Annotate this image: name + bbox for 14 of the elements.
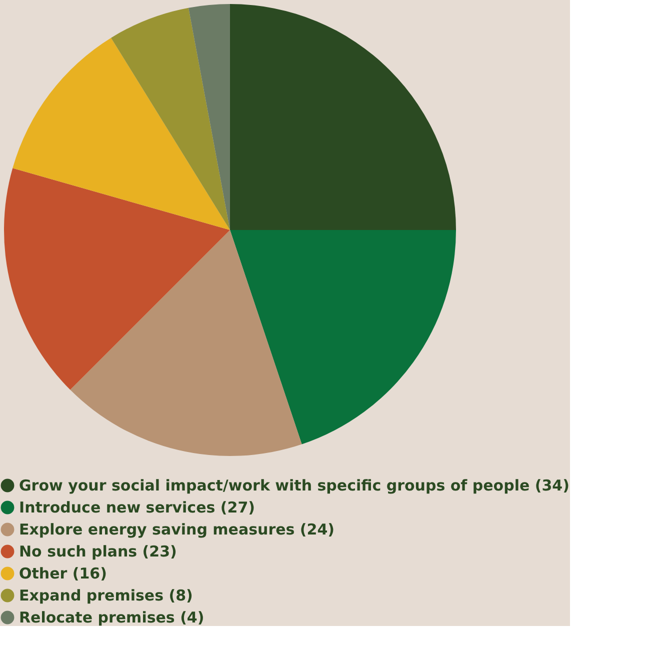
legend-label: Relocate premises (4) [19, 608, 204, 626]
pie-slice [70, 230, 302, 456]
legend-label: Grow your social impact/work with specific groups of people (34) [19, 476, 570, 494]
pie-slice [188, 4, 230, 230]
pie-slice [4, 168, 230, 390]
legend-label: No such plans (23) [19, 542, 177, 560]
pie-slice [111, 8, 230, 230]
pie-slice [12, 38, 230, 230]
legend-label: Other (16) [19, 564, 107, 582]
pie-slice [230, 230, 456, 444]
pie-slice [230, 4, 456, 230]
legend-label: Explore energy saving measures (24) [19, 520, 335, 538]
legend-label: Introduce new services (27) [19, 498, 255, 516]
legend-label: Expand premises (8) [19, 586, 193, 604]
